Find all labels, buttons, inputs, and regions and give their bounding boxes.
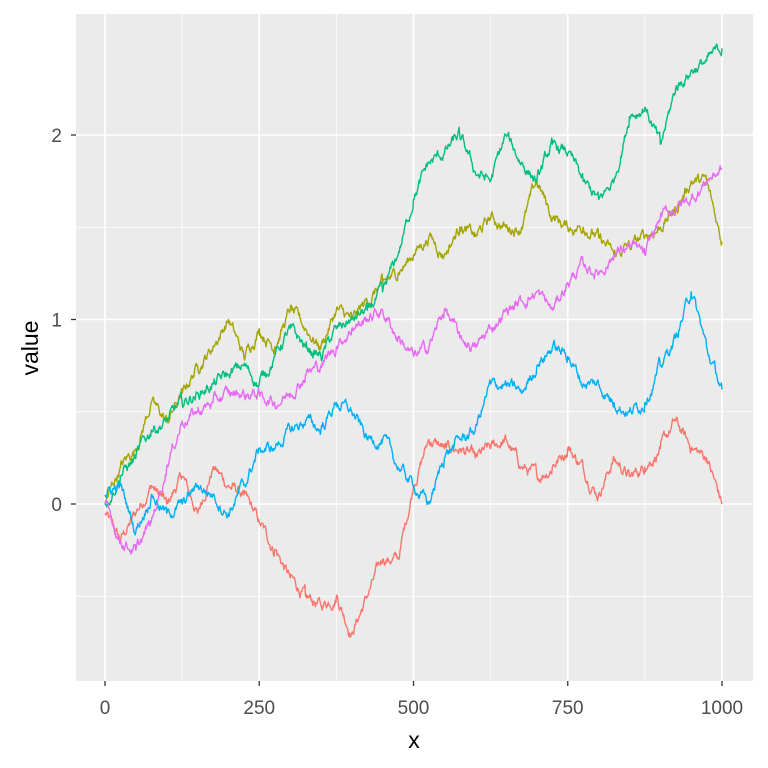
x-tick-label: 0: [100, 698, 111, 719]
x-axis: 0 250 500 750 1000: [100, 681, 743, 719]
series-line-5: [104, 165, 723, 555]
minor-gridlines: [76, 14, 753, 681]
major-gridlines: [76, 14, 753, 681]
y-tick-label: 2: [51, 126, 62, 147]
series-line-3: [104, 43, 723, 508]
series-line-4: [104, 291, 723, 536]
y-axis: 0 1 2: [51, 126, 76, 516]
data-lines: [104, 43, 723, 638]
plot-panel: [76, 14, 753, 681]
x-tick-label: 250: [243, 698, 275, 719]
y-tick-label: 1: [51, 311, 62, 332]
x-tick-label: 1000: [701, 698, 743, 719]
y-tick-label: 0: [51, 495, 62, 516]
y-axis-title: value: [17, 321, 43, 376]
x-tick-label: 500: [398, 698, 430, 719]
x-axis-title: x: [408, 727, 420, 753]
x-tick-label: 750: [552, 698, 584, 719]
